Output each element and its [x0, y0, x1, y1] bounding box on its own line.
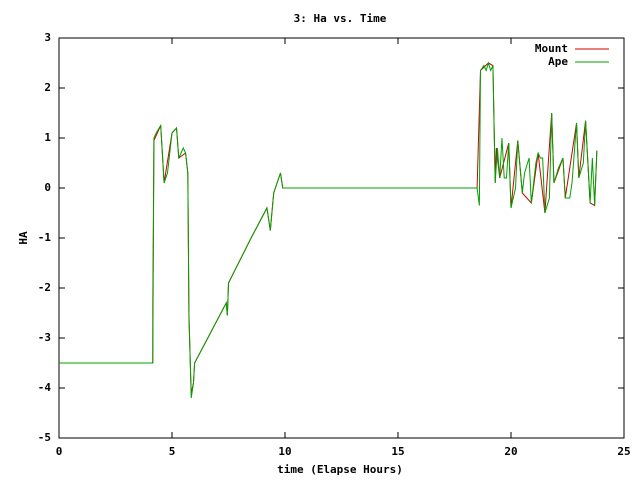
x-axis-label: time (Elapse Hours): [277, 463, 403, 476]
y-tick-label: -3: [38, 331, 51, 344]
x-tick-label: 0: [56, 445, 63, 458]
x-tick-label: 25: [617, 445, 630, 458]
x-tick-label: 15: [391, 445, 404, 458]
y-tick-label: 2: [44, 81, 51, 94]
legend-label: Mount: [535, 42, 568, 55]
y-axis-label: HA: [17, 231, 30, 245]
y-tick-label: -1: [38, 231, 52, 244]
legend-label: Ape: [548, 55, 568, 68]
y-tick-label: 3: [44, 31, 51, 44]
y-tick-label: -5: [38, 431, 51, 444]
chart-title: 3: Ha vs. Time: [294, 12, 387, 25]
x-tick-label: 10: [278, 445, 291, 458]
x-tick-label: 5: [169, 445, 176, 458]
series-line: [59, 62, 598, 394]
series-line: [59, 61, 598, 399]
y-tick-label: -2: [38, 281, 51, 294]
y-tick-label: 1: [44, 131, 51, 144]
x-tick-label: 20: [504, 445, 517, 458]
y-tick-label: 0: [44, 181, 51, 194]
y-tick-label: -4: [38, 381, 52, 394]
plot-frame: [58, 37, 625, 439]
